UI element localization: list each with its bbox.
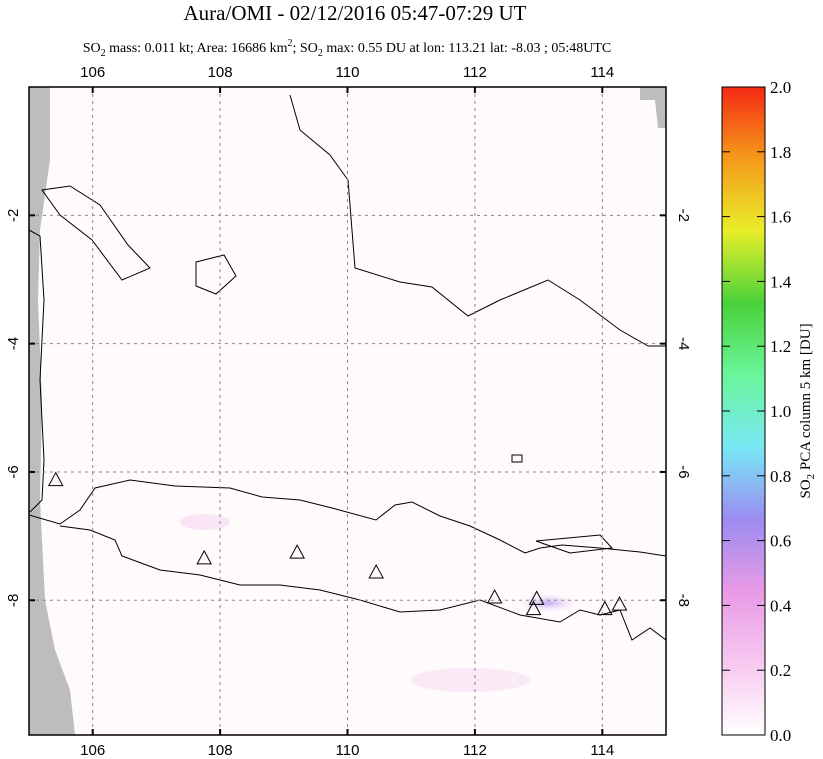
plume xyxy=(410,668,530,692)
colorbar-tick-label: 0.2 xyxy=(770,661,791,680)
volcanoes xyxy=(47,471,628,616)
coastline xyxy=(511,454,523,463)
colorbar-tick-label: 0.4 xyxy=(770,596,792,615)
colorbar-tick-label: 0.0 xyxy=(770,726,791,745)
colorbar-label-part: 2 xyxy=(805,474,817,480)
colorbar-tick-label: 1.8 xyxy=(770,143,791,162)
subtitle-part: max: 0.55 DU at lon: 113.21 lat: -8.03 ;… xyxy=(323,41,611,56)
coastlines xyxy=(29,94,666,641)
colorbar-label-part: PCA column 5 km [DU] xyxy=(798,323,814,473)
x-tick-label: 114 xyxy=(590,742,614,759)
y-tick-label: -2 xyxy=(5,209,22,222)
colorbar-tick-label: 0.6 xyxy=(770,532,791,551)
x-tick-label: 106 xyxy=(80,64,105,81)
grid xyxy=(29,87,666,735)
coastline xyxy=(195,254,237,295)
plume xyxy=(180,514,230,530)
colorbar-tick-label: 2.0 xyxy=(770,78,791,97)
volcano xyxy=(486,589,503,604)
y-tick-label: -2 xyxy=(675,209,692,222)
y-tick-label: -6 xyxy=(5,465,22,478)
y-tick-label: -4 xyxy=(5,337,22,350)
subtitle-part: SO xyxy=(83,41,101,56)
y-tick-label: -8 xyxy=(5,594,22,607)
coastline xyxy=(289,94,666,347)
subtitle-part: 2 xyxy=(101,48,106,59)
colorbar-label-part: SO xyxy=(798,479,814,498)
x-tick-label: 112 xyxy=(463,64,487,81)
volcano xyxy=(289,544,306,559)
colorbar-tick-label: 1.0 xyxy=(770,402,791,421)
volcano xyxy=(528,590,545,605)
subtitle-part: ; SO xyxy=(293,41,318,56)
y-tick-label: -4 xyxy=(675,337,692,350)
volcano xyxy=(47,471,64,487)
colorbar-tick-label: 0.8 xyxy=(770,467,791,486)
x-tick-label: 110 xyxy=(336,742,360,759)
colorbar-tick-label: 1.6 xyxy=(770,208,791,227)
volcano xyxy=(196,549,213,565)
subtitle-part: 2 xyxy=(288,38,293,49)
volcano xyxy=(611,596,628,611)
no-data xyxy=(640,87,666,128)
volcano xyxy=(597,600,613,616)
x-tick-label: 106 xyxy=(80,742,105,759)
map-frame xyxy=(28,86,667,736)
volcano xyxy=(525,600,542,616)
x-tick-label: 108 xyxy=(208,742,233,759)
subtitle: SO2 mass: 0.011 kt; Area: 16686 km2; SO2… xyxy=(83,38,611,59)
colorbar-tick-label: 1.2 xyxy=(770,337,791,356)
no-data xyxy=(29,87,75,735)
coastline xyxy=(535,534,614,554)
y-tick-label: -8 xyxy=(675,594,692,607)
colorbar-tick-label: 1.4 xyxy=(770,272,792,291)
y-tick-label: -6 xyxy=(675,465,692,478)
x-tick-label: 112 xyxy=(463,742,487,759)
subtitle-part: mass: 0.011 kt; Area: 16686 km xyxy=(106,41,288,56)
plume xyxy=(518,594,578,612)
coastline xyxy=(29,479,666,641)
x-tick-label: 114 xyxy=(590,64,614,81)
coastline xyxy=(29,229,45,513)
x-tick-label: 110 xyxy=(336,64,360,81)
x-tick-label: 108 xyxy=(208,64,233,81)
coastline xyxy=(41,185,151,281)
volcano xyxy=(368,563,385,579)
colorbar-label: SO2 PCA column 5 km [DU] xyxy=(798,323,817,498)
chart-title: Aura/OMI - 02/12/2016 05:47-07:29 UT xyxy=(184,1,527,25)
subtitle-part: 2 xyxy=(318,48,323,59)
